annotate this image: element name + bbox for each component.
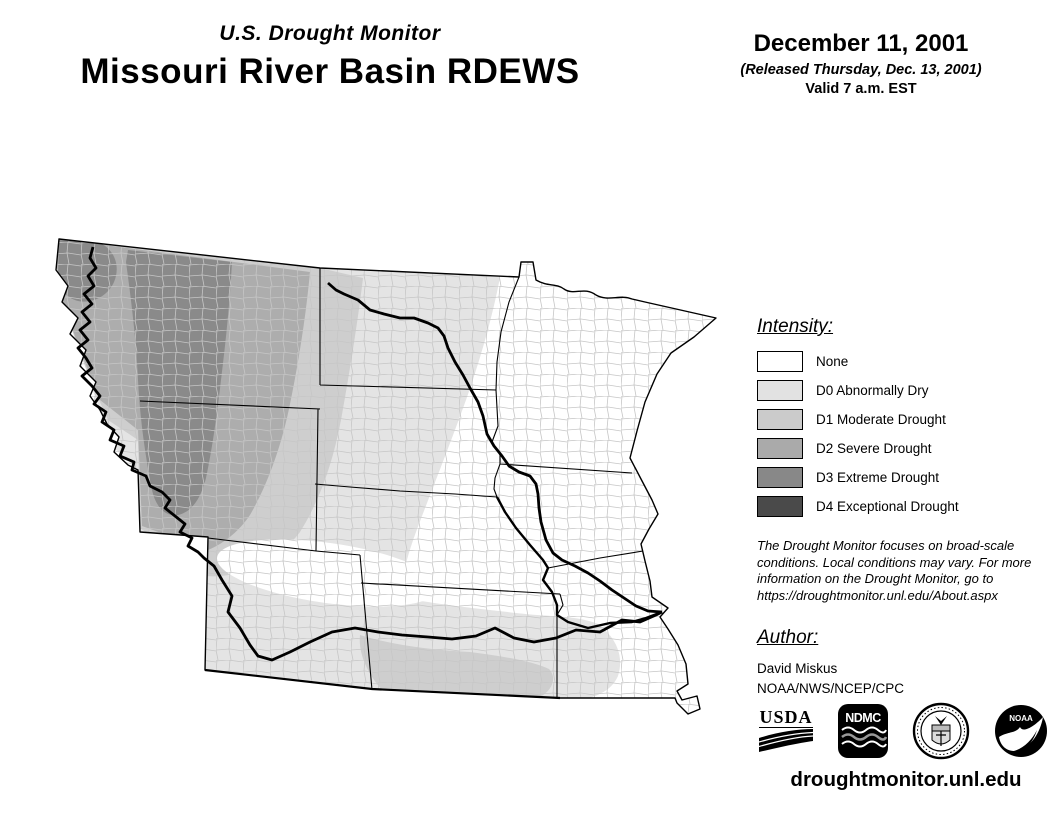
legend-label: D2 Severe Drought [816, 440, 932, 456]
commerce-seal-icon [912, 702, 970, 760]
map-outline [55, 238, 717, 715]
legend-item-d2: D2 Severe Drought [757, 437, 1056, 459]
noaa-logo-text: NOAA [1009, 714, 1033, 723]
page-title: Missouri River Basin RDEWS [80, 52, 580, 91]
header: U.S. Drought Monitor Missouri River Basi… [30, 22, 630, 92]
swatch-d3 [757, 466, 803, 488]
map-date: December 11, 2001 [753, 30, 969, 57]
swatch-none [757, 350, 803, 372]
usda-logo: USDA [758, 708, 814, 754]
legend-item-d3: D3 Extreme Drought [757, 466, 1056, 488]
map-south-edge [204, 668, 561, 700]
swatch-d0 [757, 379, 803, 401]
intensity-legend: Intensity: None D0 Abnormally Dry D1 Mod… [757, 316, 1056, 524]
legend-heading: Intensity: [757, 316, 834, 337]
map-body [56, 239, 716, 714]
agency-logos: USDA NDMC NOAA [758, 702, 1048, 760]
author-block: Author: David Miskus NOAA/NWS/NCEP/CPC [757, 627, 904, 696]
legend-item-d1: D1 Moderate Drought [757, 408, 1056, 430]
swatch-d1 [757, 408, 803, 430]
footer-url: droughtmonitor.unl.edu [790, 768, 1022, 791]
legend-label: D3 Extreme Drought [816, 469, 940, 485]
county-lines-texture [56, 239, 716, 714]
legend-item-none: None [757, 350, 1056, 372]
usda-swoosh-icon [758, 729, 814, 752]
released-date: (Released Thursday, Dec. 13, 2001) [740, 62, 982, 78]
report-supertitle: U.S. Drought Monitor [219, 22, 441, 45]
ndmc-logo: NDMC [838, 704, 888, 758]
legend-label: D4 Exceptional Drought [816, 498, 959, 514]
missouri-river [495, 496, 663, 630]
usda-logo-text: USDA [759, 707, 813, 728]
author-name: David Miskus [757, 661, 838, 676]
date-block: December 11, 2001 (Released Thursday, De… [706, 30, 1016, 97]
ndmc-waves-icon [841, 726, 888, 748]
legend-label: D0 Abnormally Dry [816, 382, 929, 398]
basin-boundary-north [327, 281, 663, 614]
author-heading: Author: [757, 627, 819, 648]
disclaimer-note: The Drought Monitor focuses on broad-sca… [757, 538, 1032, 603]
ndmc-logo-text: NDMC [845, 711, 881, 725]
legend-label: None [816, 353, 849, 369]
noaa-logo-icon: NOAA [995, 705, 1047, 757]
swatch-d4 [757, 495, 803, 517]
valid-time: Valid 7 a.m. EST [805, 81, 917, 97]
author-org: NOAA/NWS/NCEP/CPC [757, 681, 905, 696]
swatch-d2 [757, 437, 803, 459]
legend-item-d0: D0 Abnormally Dry [757, 379, 1056, 401]
legend-item-d4: D4 Exceptional Drought [757, 495, 1056, 517]
legend-label: D1 Moderate Drought [816, 411, 946, 427]
